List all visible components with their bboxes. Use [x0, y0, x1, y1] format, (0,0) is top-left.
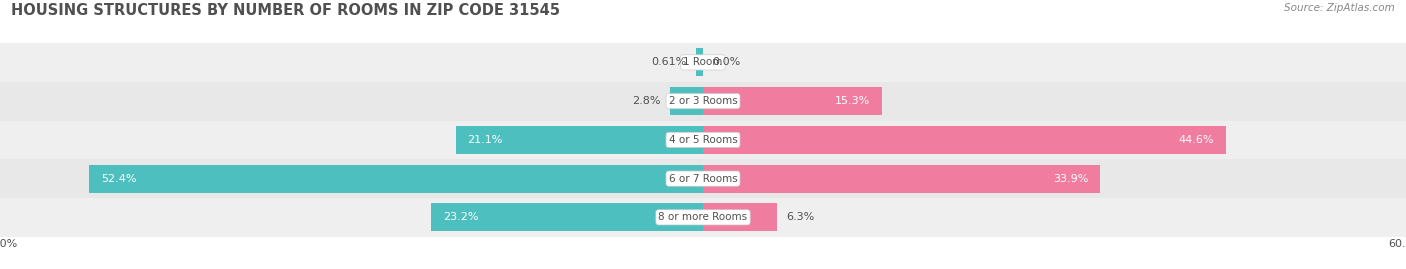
Bar: [671, 87, 703, 115]
Text: 15.3%: 15.3%: [835, 96, 870, 106]
Text: 21.1%: 21.1%: [467, 135, 503, 145]
Text: 1 Room: 1 Room: [683, 57, 723, 68]
Bar: [703, 87, 883, 115]
Bar: [0, 159, 1406, 198]
Text: 6.3%: 6.3%: [786, 212, 814, 222]
Bar: [456, 126, 703, 154]
Text: 0.0%: 0.0%: [713, 57, 741, 68]
Bar: [703, 203, 778, 231]
Text: 4 or 5 Rooms: 4 or 5 Rooms: [669, 135, 737, 145]
Text: 8 or more Rooms: 8 or more Rooms: [658, 212, 748, 222]
Text: 0.61%: 0.61%: [651, 57, 686, 68]
Bar: [703, 126, 1226, 154]
Text: HOUSING STRUCTURES BY NUMBER OF ROOMS IN ZIP CODE 31545: HOUSING STRUCTURES BY NUMBER OF ROOMS IN…: [11, 3, 560, 18]
Bar: [0, 198, 1406, 237]
Bar: [703, 165, 1099, 193]
Text: 2.8%: 2.8%: [633, 96, 661, 106]
Text: 6 or 7 Rooms: 6 or 7 Rooms: [669, 174, 737, 184]
Text: 2 or 3 Rooms: 2 or 3 Rooms: [669, 96, 737, 106]
Bar: [432, 203, 703, 231]
Text: 52.4%: 52.4%: [101, 174, 136, 184]
Bar: [0, 121, 1406, 159]
Text: 33.9%: 33.9%: [1053, 174, 1088, 184]
Text: Source: ZipAtlas.com: Source: ZipAtlas.com: [1284, 3, 1395, 13]
Text: 44.6%: 44.6%: [1178, 135, 1213, 145]
Text: 23.2%: 23.2%: [443, 212, 478, 222]
Bar: [0, 43, 1406, 82]
Bar: [89, 165, 703, 193]
Bar: [0, 82, 1406, 121]
Bar: [696, 48, 703, 76]
